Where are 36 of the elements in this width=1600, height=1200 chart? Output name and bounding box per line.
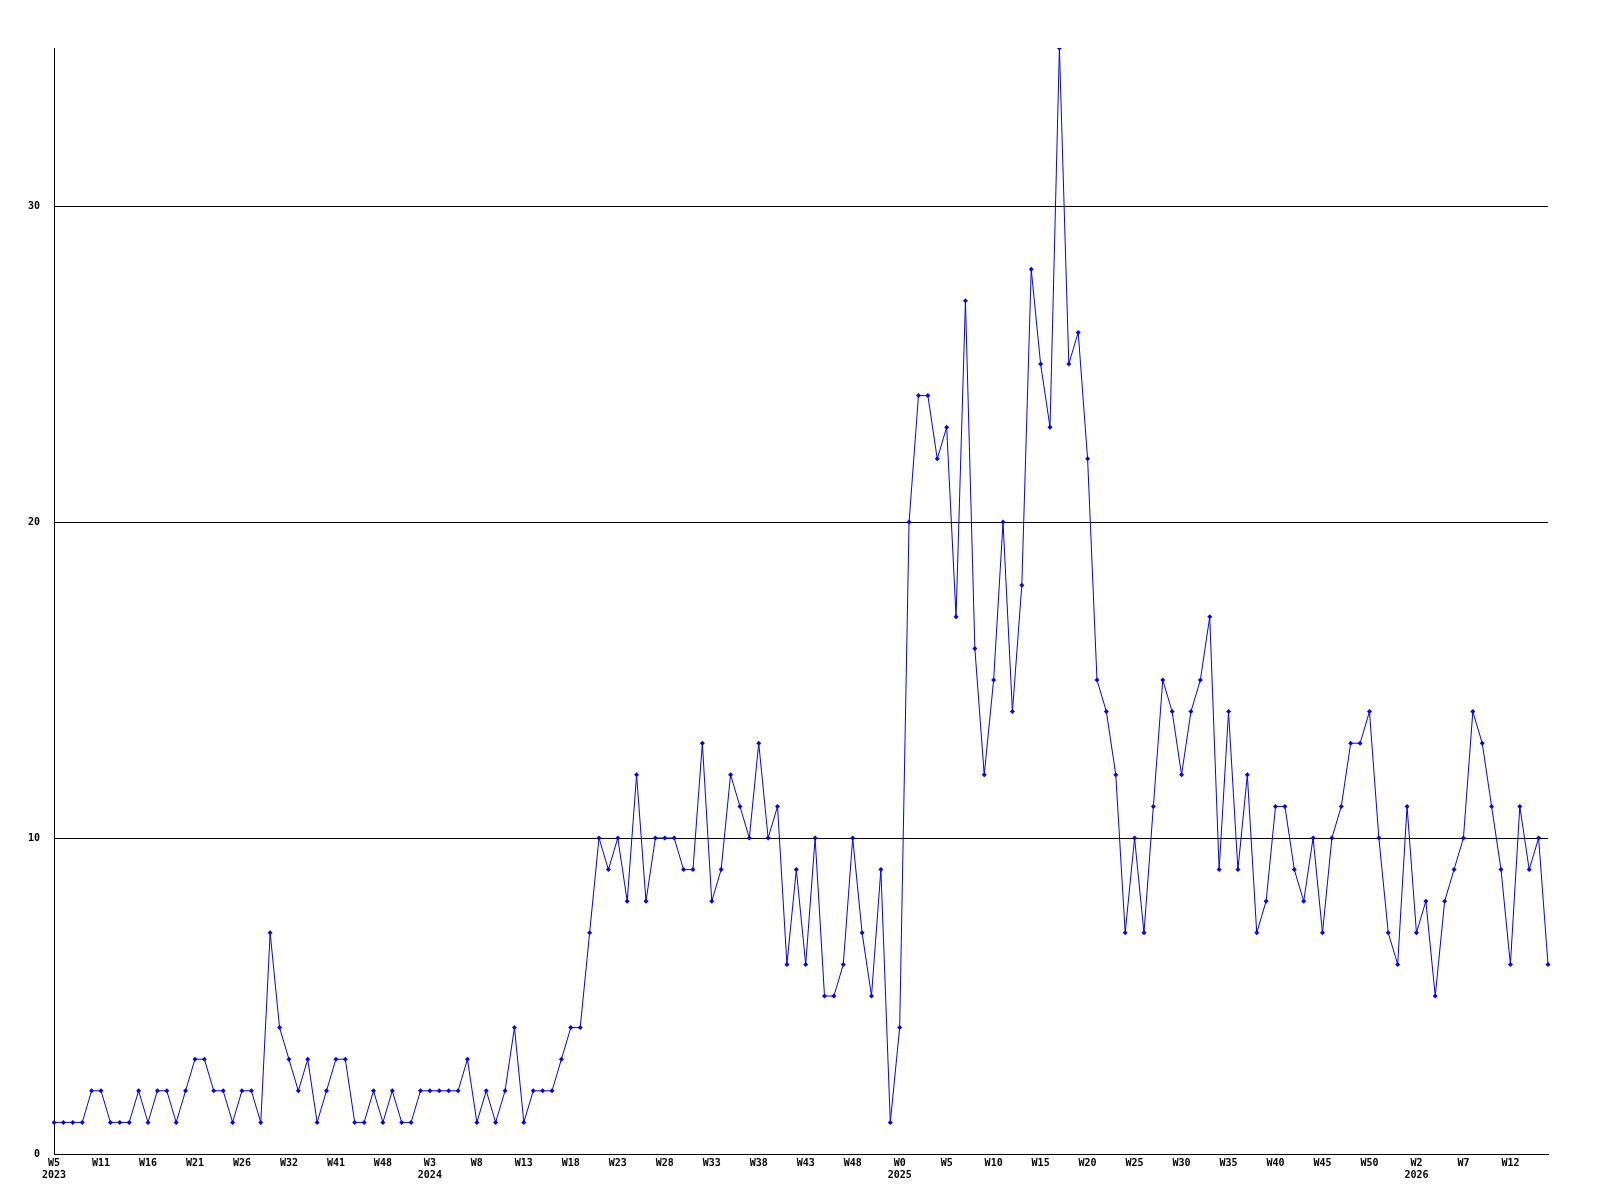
x-tick-label: W33 xyxy=(702,1156,721,1168)
x-tick-label: W20 xyxy=(1078,1156,1097,1168)
x-tick-label: W11 xyxy=(91,1156,111,1168)
x-tick-label: W32 xyxy=(279,1156,298,1168)
x-tick-label: W25 xyxy=(1125,1156,1144,1168)
x-tick-label: W41 xyxy=(326,1156,345,1168)
x-tick-label: W18 xyxy=(561,1156,580,1168)
x-tick-label: W13 xyxy=(514,1156,533,1168)
x-tick-label: W16 xyxy=(138,1156,158,1168)
x-tick-label: W45 xyxy=(1313,1156,1332,1168)
x-tick-label: W40 xyxy=(1266,1156,1285,1168)
x-tick-label: W2 2026 xyxy=(1404,1156,1429,1180)
x-tick-label: W43 xyxy=(796,1156,815,1168)
x-tick-label: W28 xyxy=(655,1156,674,1168)
x-tick-label: W5 2023 xyxy=(41,1156,67,1180)
x-tick-label: W21 xyxy=(185,1156,205,1168)
x-tick-label: W0 2025 xyxy=(887,1156,912,1180)
x-tick-label: W35 xyxy=(1219,1156,1238,1168)
x-tick-label: W3 2024 xyxy=(417,1156,442,1180)
x-tick-label: W48 xyxy=(843,1156,862,1168)
x-tick-label: W7 xyxy=(1457,1156,1470,1168)
y-tick-label: 20 xyxy=(27,515,41,527)
x-tick-label: W38 xyxy=(749,1156,768,1168)
y-tick-label: 0 xyxy=(34,1147,41,1159)
x-tick-label: W30 xyxy=(1172,1156,1191,1168)
x-tick-label: W8 xyxy=(470,1156,483,1168)
x-tick-label: W10 xyxy=(984,1156,1003,1168)
x-tick-label: W26 xyxy=(232,1156,251,1168)
x-tick-label: W23 xyxy=(608,1156,627,1168)
x-tick-label: W12 xyxy=(1501,1156,1520,1168)
x-tick-label: W50 xyxy=(1360,1156,1379,1168)
x-tick-label: W48 xyxy=(373,1156,392,1168)
y-tick-label: 30 xyxy=(27,199,41,211)
x-tick-label: W5 xyxy=(940,1156,953,1168)
x-tick-label: W15 xyxy=(1031,1156,1050,1168)
y-tick-label: 10 xyxy=(27,831,41,843)
